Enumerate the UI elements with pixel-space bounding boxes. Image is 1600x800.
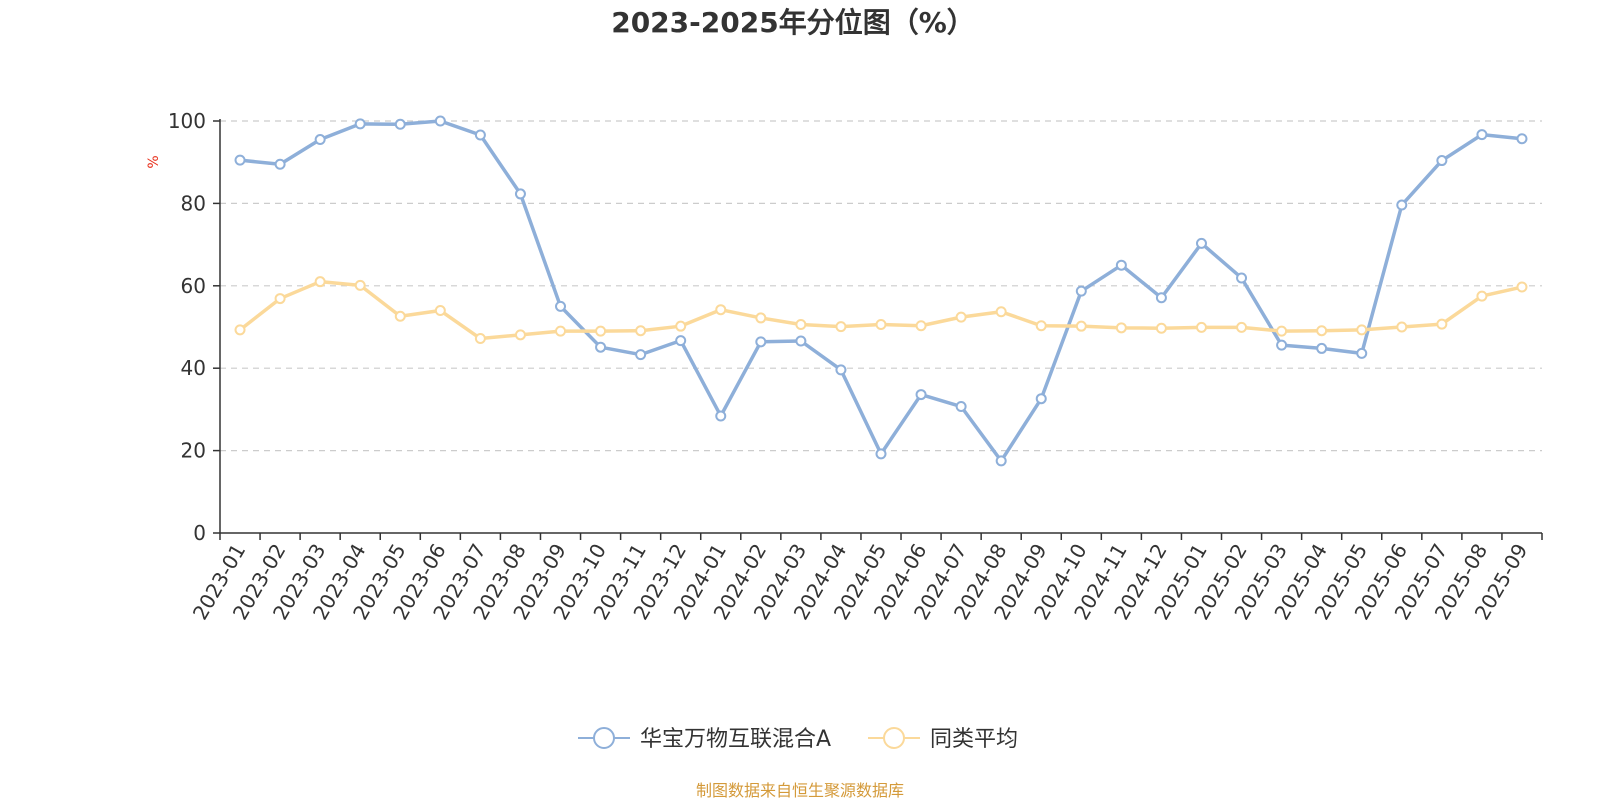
data-point[interactable] (1236, 321, 1248, 333)
data-point[interactable] (995, 306, 1007, 318)
grid-layer (220, 120, 1542, 452)
y-tick-label: 100 (168, 109, 206, 133)
legend[interactable]: 华宝万物互联混合A 同类平均 (578, 727, 1018, 752)
data-point[interactable] (394, 118, 406, 130)
data-point[interactable] (514, 188, 526, 200)
data-point[interactable] (1436, 155, 1448, 167)
axis-layer: 0204060801002023-012023-022023-032023-04… (168, 109, 1543, 624)
y-tick-label: 20 (181, 439, 206, 463)
data-point[interactable] (595, 325, 607, 337)
series-layer (234, 115, 1528, 467)
data-point[interactable] (474, 129, 486, 141)
legend-label: 同类平均 (930, 727, 1018, 752)
y-tick-label: 80 (181, 191, 206, 215)
data-point[interactable] (314, 276, 326, 288)
y-axis-label: % (146, 155, 162, 168)
data-point[interactable] (1476, 290, 1488, 302)
legend-label: 华宝万物互联混合A (640, 727, 831, 752)
data-point[interactable] (1316, 342, 1328, 354)
data-point[interactable] (1476, 129, 1488, 141)
data-point[interactable] (1396, 321, 1408, 333)
data-point[interactable] (955, 401, 967, 413)
data-point[interactable] (354, 118, 366, 130)
data-point[interactable] (675, 320, 687, 332)
data-point[interactable] (434, 305, 446, 317)
data-point[interactable] (1115, 259, 1127, 271)
data-point[interactable] (595, 341, 607, 353)
legend-marker-icon (593, 727, 615, 749)
data-point[interactable] (1516, 133, 1528, 145)
data-point[interactable] (1075, 285, 1087, 297)
data-point[interactable] (1075, 320, 1087, 332)
data-point[interactable] (875, 319, 887, 331)
data-point[interactable] (354, 279, 366, 291)
data-point[interactable] (1276, 325, 1288, 337)
data-point[interactable] (915, 320, 927, 332)
data-point[interactable] (474, 333, 486, 345)
series-1 (234, 115, 1528, 467)
data-point[interactable] (635, 349, 647, 361)
data-point[interactable] (795, 335, 807, 347)
data-point[interactable] (955, 311, 967, 323)
data-point[interactable] (795, 319, 807, 331)
data-point[interactable] (1155, 322, 1167, 334)
data-point[interactable] (1115, 322, 1127, 334)
data-point[interactable] (1516, 281, 1528, 293)
data-point[interactable] (555, 300, 567, 312)
data-point[interactable] (915, 389, 927, 401)
data-point[interactable] (1236, 272, 1248, 284)
data-point[interactable] (1035, 320, 1047, 332)
data-point[interactable] (1155, 292, 1167, 304)
data-point[interactable] (715, 304, 727, 316)
series-2 (234, 276, 1528, 345)
data-point[interactable] (1356, 347, 1368, 359)
data-point[interactable] (635, 325, 647, 337)
data-point[interactable] (755, 336, 767, 348)
y-tick-label: 0 (193, 521, 206, 545)
data-point[interactable] (755, 312, 767, 324)
data-point[interactable] (835, 321, 847, 333)
data-point[interactable] (234, 154, 246, 166)
data-point[interactable] (555, 325, 567, 337)
data-point[interactable] (394, 310, 406, 322)
data-point[interactable] (274, 158, 286, 170)
legend-item-series-2[interactable]: 同类平均 (868, 727, 1018, 752)
chart-title: 2023-2025年分位图（%） (611, 6, 975, 39)
data-point[interactable] (1276, 339, 1288, 351)
series-line (238, 119, 1524, 463)
data-point[interactable] (875, 448, 887, 460)
data-point[interactable] (1195, 237, 1207, 249)
data-point[interactable] (1035, 393, 1047, 405)
data-point[interactable] (995, 455, 1007, 467)
data-point[interactable] (1356, 324, 1368, 336)
legend-item-series-1[interactable]: 华宝万物互联混合A (578, 727, 831, 752)
data-point[interactable] (514, 329, 526, 341)
data-point[interactable] (1195, 321, 1207, 333)
data-point[interactable] (1316, 325, 1328, 337)
data-point[interactable] (434, 115, 446, 127)
legend-marker-icon (883, 727, 905, 749)
y-tick-label: 60 (181, 274, 206, 298)
data-point[interactable] (234, 324, 246, 336)
data-point[interactable] (715, 410, 727, 422)
data-point[interactable] (835, 364, 847, 376)
data-point[interactable] (1396, 199, 1408, 211)
y-tick-label: 40 (181, 356, 206, 380)
data-point[interactable] (1436, 318, 1448, 330)
data-point[interactable] (675, 335, 687, 347)
data-point[interactable] (314, 134, 326, 146)
source-text: 制图数据来自恒生聚源数据库 (696, 781, 904, 800)
data-point[interactable] (274, 293, 286, 305)
